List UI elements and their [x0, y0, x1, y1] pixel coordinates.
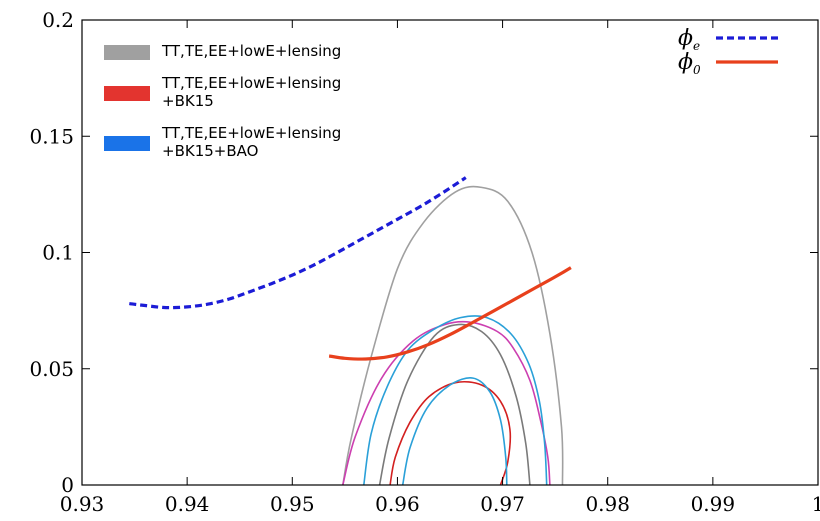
- y-tick-label: 0: [61, 473, 74, 497]
- y-tick-label: 0.2: [42, 8, 74, 32]
- y-tick-label: 0.05: [29, 357, 74, 381]
- legend-label-3: +BK15+BAO: [162, 142, 258, 160]
- contour-layer: [342, 185, 564, 486]
- legend-swatch-1: [104, 45, 150, 60]
- tick-labels-layer: 0.93 0.94 0.95 0.96 0.97 0.98 0.99 1 0 0.05 0.1 0.1…: [29, 8, 820, 516]
- x-tick-label: 0.97: [480, 492, 525, 516]
- contour-3-level-2: [401, 377, 508, 486]
- x-tick-label: 0.98: [585, 492, 630, 516]
- x-tick-label: 1: [812, 492, 820, 516]
- legend-label-2: +BK15: [162, 92, 214, 110]
- series-line-phi-0: [328, 266, 572, 361]
- contour-1-level-1: [342, 185, 564, 486]
- x-tick-label: 0.95: [270, 492, 315, 516]
- contour-2-level-1: [342, 320, 551, 486]
- contour-2-level-2: [389, 380, 512, 486]
- legend-label-1: TT,TE,EE+lowE+lensing: [161, 42, 341, 60]
- series-line-phi-e: [129, 176, 467, 310]
- contour-1-level-2: [378, 323, 531, 486]
- ticks-layer: [81, 19, 819, 486]
- legend-label-3: TT,TE,EE+lowE+lensing: [161, 124, 341, 142]
- y-tick-label: 0.1: [42, 241, 74, 265]
- y-tick-label: 0.15: [29, 124, 74, 148]
- legend-label-2: TT,TE,EE+lowE+lensing: [161, 74, 341, 92]
- x-tick-label: 0.96: [375, 492, 420, 516]
- series-layer: [129, 176, 572, 361]
- legend-swatch-2: [104, 86, 150, 101]
- x-tick-label: 0.93: [60, 492, 105, 516]
- x-tick-label: 0.94: [165, 492, 210, 516]
- contour-legend: TT,TE,EE+lowE+lensing TT,TE,EE+lowE+lensi…: [104, 42, 341, 160]
- legend-swatch-3: [104, 136, 150, 151]
- x-tick-label: 0.99: [691, 492, 736, 516]
- contour-3-level-1: [363, 315, 548, 486]
